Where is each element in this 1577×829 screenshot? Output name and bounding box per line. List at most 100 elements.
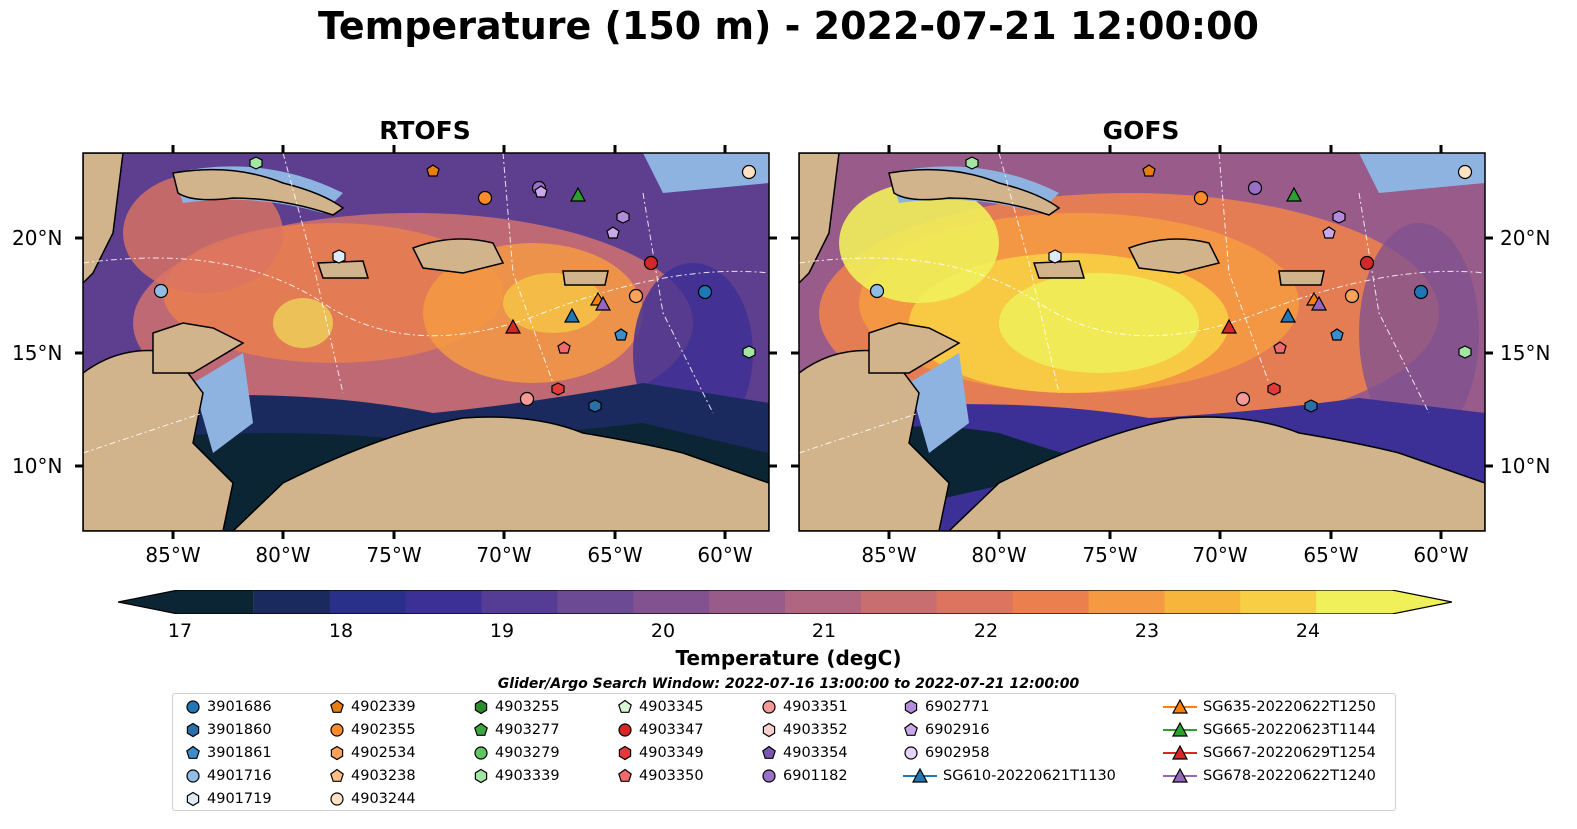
legend-item-label: SG678-20220622T1240 [1203, 768, 1376, 784]
colorbar-bin [481, 590, 558, 614]
legend-item: 4903352 [761, 719, 848, 741]
colorbar-bin [1012, 590, 1089, 614]
hexagon-marker-icon [474, 699, 488, 715]
lon-label-65w-left: 65°W [587, 543, 643, 567]
circle-marker-icon [618, 723, 632, 737]
legend-item: 4903350 [617, 765, 704, 787]
pentagon-marker-icon [618, 699, 632, 713]
colorbar-bin [936, 590, 1014, 614]
legend-item: 3901860 [185, 719, 272, 741]
triangle-line-marker-icon [1163, 767, 1197, 783]
hexagon-marker-icon [474, 768, 488, 784]
circle-marker-icon [330, 792, 344, 806]
colorbar-bin [253, 590, 331, 614]
hexagon-marker-icon [618, 745, 632, 761]
legend-item-label: 4902534 [351, 745, 416, 761]
legend: 3901686 3901860 3901861 4901716 4901719 49023… [172, 693, 1396, 811]
hexagon-marker-icon [330, 745, 344, 761]
pentagon-marker-icon [762, 745, 776, 759]
colorbar-bin [633, 590, 710, 614]
legend-item-label: 4903279 [495, 745, 560, 761]
legend-item: 4902534 [329, 742, 416, 764]
temperature-colorbar [118, 590, 1452, 614]
lat-label-10n-right: 10°N [1500, 454, 1551, 478]
colorbar-tick-20: 20 [650, 620, 676, 642]
legend-item: SG635-20220622T1250 [1163, 696, 1376, 718]
pentagon-marker-icon [618, 768, 632, 782]
legend-item-label: 4903349 [639, 745, 704, 761]
legend-item: 4903255 [473, 696, 560, 718]
pentagon-marker-icon [904, 722, 918, 736]
legend-item-label: 4903238 [351, 768, 416, 784]
lon-label-75w-right: 75°W [1082, 543, 1138, 567]
legend-item: 4903244 [329, 788, 416, 810]
legend-item: 4903339 [473, 765, 560, 787]
lat-label-15n-left: 15°N [12, 341, 63, 365]
lon-label-75w-left: 75°W [366, 543, 422, 567]
legend-item-label: 4903255 [495, 699, 560, 715]
circle-marker-icon [330, 723, 344, 737]
legend-item: 6902958 [903, 742, 990, 764]
hexagon-marker-icon [762, 722, 776, 738]
colorbar-tick-21: 21 [811, 620, 837, 642]
legend-item-label: SG635-20220622T1250 [1203, 699, 1376, 715]
legend-item: 4902339 [329, 696, 416, 718]
legend-item: SG667-20220629T1254 [1163, 742, 1376, 764]
pentagon-marker-icon [330, 699, 344, 713]
legend-item-label: 6901182 [783, 768, 848, 784]
legend-item: 4903238 [329, 765, 416, 787]
circle-marker-icon [762, 700, 776, 714]
lat-label-20n-right: 20°N [1500, 226, 1551, 250]
colorbar-bin [785, 590, 862, 614]
legend-item-label: 4903345 [639, 699, 704, 715]
legend-item-label: 4903339 [495, 768, 560, 784]
circle-marker-icon [186, 769, 200, 783]
legend-item: 3901686 [185, 696, 272, 718]
lat-label-15n-right: 15°N [1500, 341, 1551, 365]
legend-item: 4903277 [473, 719, 560, 741]
legend-item: 4903345 [617, 696, 704, 718]
triangle-line-marker-icon [1163, 744, 1197, 760]
legend-item-label: 6902771 [925, 699, 990, 715]
colorbar-bin [709, 590, 786, 614]
legend-item-label: SG667-20220629T1254 [1203, 745, 1376, 761]
legend-item: 4901719 [185, 788, 272, 810]
legend-item-label: 4903351 [783, 699, 848, 715]
legend-item: 4901716 [185, 765, 272, 787]
legend-item: SG665-20220623T1144 [1163, 719, 1376, 741]
colorbar-bin [329, 590, 407, 614]
legend-item-label: 4903354 [783, 745, 848, 761]
legend-item: 4903349 [617, 742, 704, 764]
legend-item-label: 6902958 [925, 745, 990, 761]
legend-item-label: SG665-20220623T1144 [1203, 722, 1376, 738]
hexagon-marker-icon [186, 791, 200, 807]
legend-item: 4902355 [329, 719, 416, 741]
lon-label-80w-left: 80°W [255, 543, 311, 567]
colorbar-bin [860, 590, 938, 614]
gofs-panel-title: GOFS [1102, 116, 1180, 145]
legend-item: 6902916 [903, 719, 990, 741]
legend-item-label: 3901860 [207, 722, 272, 738]
legend-item-label: 4903277 [495, 722, 560, 738]
legend-item-label: 4903244 [351, 791, 416, 807]
rtofs-panel-title: RTOFS [379, 116, 471, 145]
hexagon-marker-icon [186, 722, 200, 738]
legend-item-label: 3901861 [207, 745, 272, 761]
circle-marker-icon [186, 700, 200, 714]
legend-item-label: 4903347 [639, 722, 704, 738]
legend-item-label: 4903352 [783, 722, 848, 738]
colorbar-bin [1240, 590, 1317, 614]
pentagon-marker-icon [186, 745, 200, 759]
colorbar-bin [557, 590, 634, 614]
legend-item-label: 4902355 [351, 722, 416, 738]
gofs-map [791, 145, 1493, 539]
colorbar-bin [1316, 590, 1452, 614]
triangle-line-marker-icon [903, 767, 937, 783]
legend-item: 6901182 [761, 765, 848, 787]
lat-label-10n-left: 10°N [12, 454, 63, 478]
lon-label-65w-right: 65°W [1303, 543, 1359, 567]
legend-item: 4903354 [761, 742, 848, 764]
colorbar-tick-24: 24 [1295, 620, 1321, 642]
hexagon-marker-icon [904, 699, 918, 715]
legend-item: 3901861 [185, 742, 272, 764]
